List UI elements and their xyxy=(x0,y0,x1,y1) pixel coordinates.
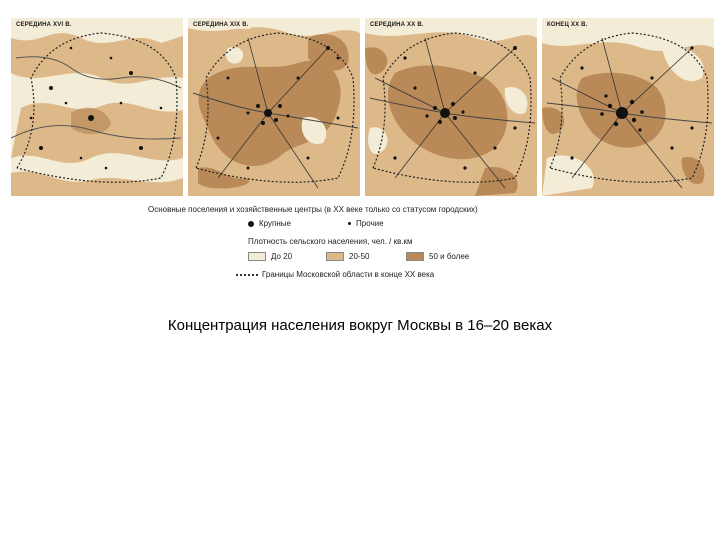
large-center-icon xyxy=(248,220,254,227)
legend-large-centers: Крупные xyxy=(248,219,291,228)
legend-bin-high: 50 и более xyxy=(406,252,469,261)
legend-bin-mid-label: 20-50 xyxy=(349,252,370,261)
map-panels: СЕРЕДИНА XVI В. СЕРЕДИНА XIX В. xyxy=(11,18,714,198)
legend-other-label: Прочие xyxy=(356,219,384,228)
map-title: СЕРЕДИНА XVI В. xyxy=(14,21,74,29)
legend-border-label: Границы Московской области в конце XX ве… xyxy=(262,270,435,279)
map-title: СЕРЕДИНА XX В. xyxy=(368,21,426,29)
map-title: КОНЕЦ XX В. xyxy=(545,21,590,29)
high-density-swatch xyxy=(406,252,424,261)
legend-density-title: Плотность сельского населения, чел. / кв… xyxy=(248,237,413,246)
map-16th-century-graphic xyxy=(11,32,183,196)
legend-large-label: Крупные xyxy=(259,219,291,228)
legend-bin-high-label: 50 и более xyxy=(429,252,470,261)
map-19th-century-graphic xyxy=(188,27,360,196)
legend-bin-low-label: До 20 xyxy=(271,252,293,261)
map-20th-century-end: КОНЕЦ XX В. xyxy=(542,18,714,196)
map-19th-century: СЕРЕДИНА XIX В. xyxy=(188,18,360,196)
legend-centers-title: Основные поселения и хозяйственные центр… xyxy=(148,205,478,214)
legend-border: Границы Московской области в конце XX ве… xyxy=(236,270,434,279)
map-16th-century: СЕРЕДИНА XVI В. xyxy=(11,18,183,196)
map-20th-century-mid: СЕРЕДИНА XX В. xyxy=(365,18,537,196)
dotted-border-icon xyxy=(236,273,258,276)
legend-bin-low: До 20 xyxy=(248,252,292,261)
map-20th-century-mid-graphic xyxy=(365,32,537,196)
slide-caption: Концентрация населения вокруг Москвы в 1… xyxy=(167,317,553,334)
legend-other-centers: Прочие xyxy=(348,219,384,228)
map-title: СЕРЕДИНА XIX В. xyxy=(191,21,251,29)
small-center-icon xyxy=(348,222,351,225)
map-20th-century-end-graphic xyxy=(542,32,714,196)
low-density-swatch xyxy=(248,252,266,261)
legend-bin-mid: 20-50 xyxy=(326,252,369,261)
mid-density-swatch xyxy=(326,252,344,261)
